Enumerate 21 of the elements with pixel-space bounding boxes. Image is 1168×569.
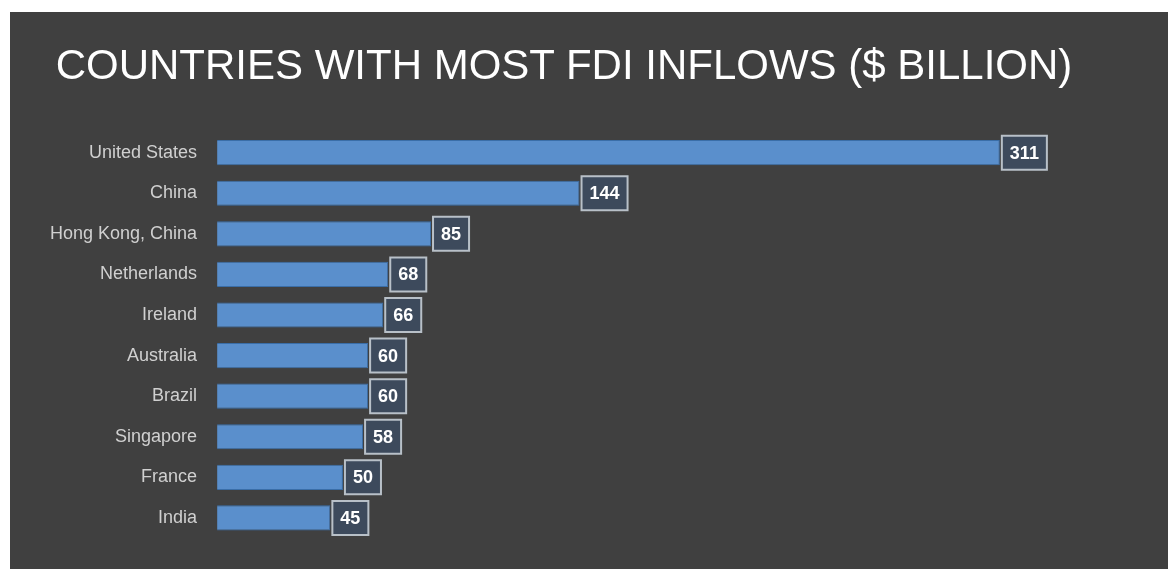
data-label: 66 — [393, 304, 414, 325]
y-tick-label: France — [141, 466, 198, 487]
y-tick-label: Australia — [127, 344, 199, 365]
data-label: 68 — [398, 264, 419, 285]
y-tick-label: Ireland — [142, 303, 198, 324]
data-label: 50 — [352, 467, 373, 488]
data-label: 58 — [373, 426, 394, 447]
data-label: 85 — [441, 223, 462, 244]
data-label: 60 — [378, 386, 399, 407]
y-tick-label: China — [150, 182, 199, 203]
y-tick-label: India — [158, 506, 199, 527]
data-label: 144 — [589, 183, 620, 204]
data-label: 45 — [340, 507, 361, 528]
data-label: 311 — [1009, 142, 1039, 163]
y-tick-label: Singapore — [115, 425, 198, 446]
y-tick-label: United States — [89, 141, 198, 162]
chart-title: COUNTRIES WITH MOST FDI INFLOWS ($ BILLION) — [55, 40, 1073, 88]
data-label: 60 — [378, 345, 399, 366]
y-tick-label: Hong Kong, China — [49, 222, 199, 243]
y-tick-label: Netherlands — [100, 263, 198, 284]
y-tick-label: Brazil — [152, 385, 198, 406]
